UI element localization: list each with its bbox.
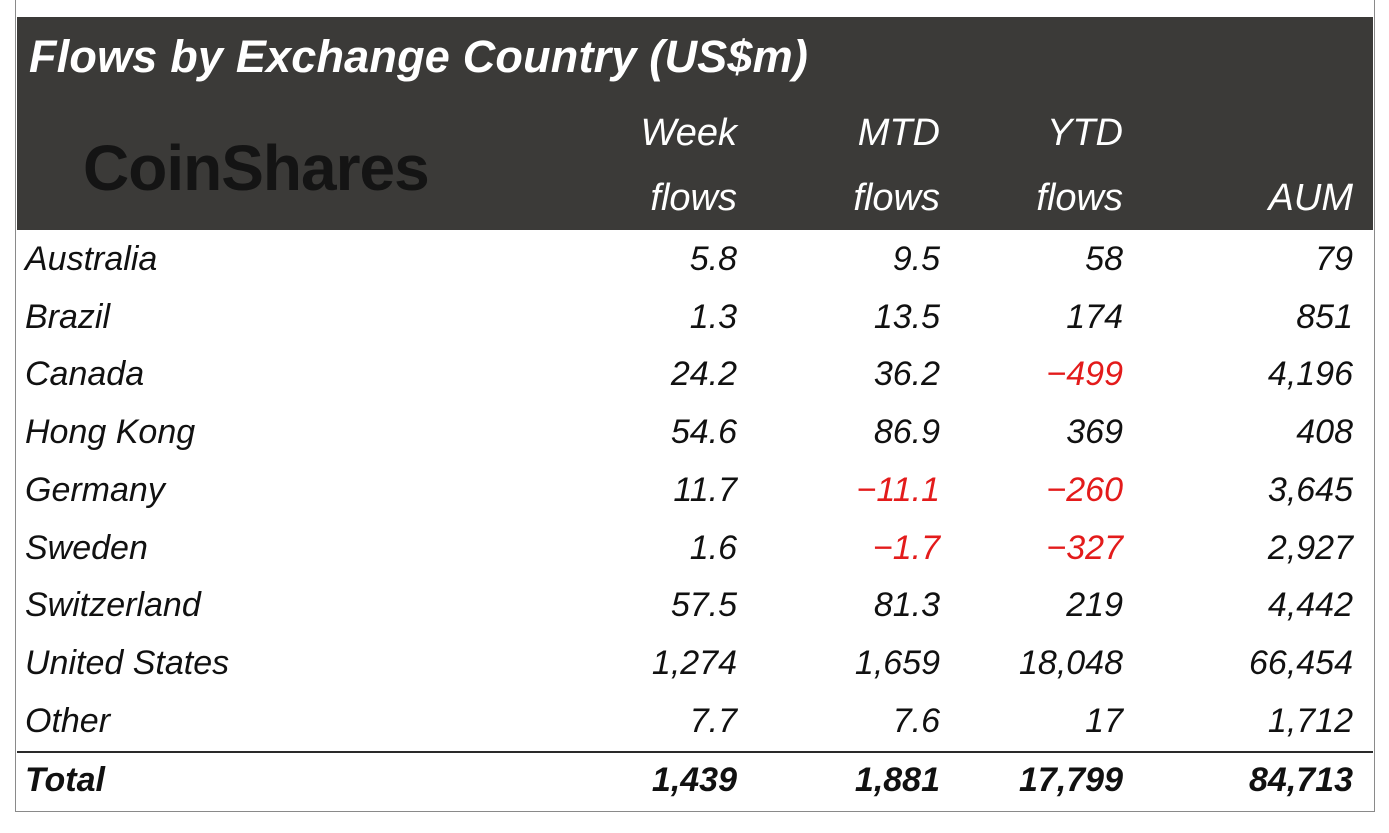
country-cell: Other [25, 701, 111, 740]
week-flows-cell: 1,439 [651, 761, 737, 799]
country-cell: Germany [25, 470, 165, 509]
mtd-flows-cell: −1.7 [872, 528, 940, 567]
aum-cell: 84,713 [1249, 761, 1353, 799]
header-mtd-line1: MTD [857, 112, 940, 154]
table-header: Flows by Exchange Country (US$m) CoinSha… [17, 17, 1373, 230]
country-cell: Switzerland [25, 586, 201, 625]
aum-cell: 2,927 [1267, 528, 1353, 567]
ytd-flows-cell: 219 [1066, 586, 1123, 625]
total-label: Total [25, 761, 105, 799]
mtd-flows-cell: 7.6 [892, 701, 940, 740]
week-flows-cell: 57.5 [670, 586, 737, 625]
aum-cell: 4,196 [1267, 355, 1353, 394]
header-ytd-line2: flows [1036, 177, 1123, 219]
mtd-flows-cell: −11.1 [856, 470, 940, 509]
ytd-flows-cell: −327 [1046, 528, 1123, 567]
table-row: Australia 5.8 9.5 58 79 [17, 232, 1373, 290]
week-flows-cell: 5.8 [689, 240, 737, 278]
table-row: Other 7.7 7.6 17 1,712 [17, 694, 1373, 752]
ytd-flows-cell: 58 [1085, 240, 1123, 278]
aum-cell: 1,712 [1267, 701, 1353, 740]
header-week-line1: Week [640, 112, 737, 154]
table-row: Hong Kong 54.6 86.9 369 408 [17, 405, 1373, 463]
aum-cell: 66,454 [1249, 643, 1353, 682]
ytd-flows-cell: −499 [1046, 355, 1123, 394]
header-ytd-line1: YTD [1047, 112, 1123, 154]
ytd-flows-cell: 17 [1085, 701, 1123, 740]
mtd-flows-cell: 9.5 [892, 240, 940, 278]
header-week-line2: flows [650, 177, 737, 219]
week-flows-cell: 1.6 [689, 528, 737, 567]
week-flows-cell: 11.7 [673, 470, 737, 509]
ytd-flows-cell: 174 [1066, 297, 1123, 336]
week-flows-cell: 1,274 [651, 643, 737, 682]
aum-cell: 851 [1296, 297, 1353, 336]
aum-cell: 408 [1296, 413, 1353, 452]
ytd-flows-cell: −260 [1046, 470, 1123, 509]
week-flows-cell: 24.2 [670, 355, 737, 394]
coinshares-logo: CoinShares [83, 132, 430, 204]
aum-cell: 79 [1315, 240, 1353, 278]
header-aum: AUM [1268, 177, 1353, 219]
country-cell: Brazil [25, 297, 111, 336]
week-flows-cell: 1.3 [689, 297, 737, 336]
table-row: Sweden 1.6 −1.7 −327 2,927 [17, 521, 1373, 579]
country-cell: United States [25, 643, 230, 682]
aum-cell: 4,442 [1267, 586, 1353, 625]
mtd-flows-cell: 86.9 [873, 413, 940, 452]
table-row: United States 1,274 1,659 18,048 66,454 [17, 636, 1373, 694]
ytd-flows-cell: 18,048 [1019, 643, 1123, 682]
week-flows-cell: 7.7 [689, 701, 737, 740]
country-cell: Canada [25, 355, 145, 394]
mtd-flows-cell: 13.5 [873, 297, 940, 336]
mtd-flows-cell: 36.2 [873, 355, 940, 394]
ytd-flows-cell: 369 [1066, 413, 1123, 452]
header-mtd-line2: flows [853, 177, 940, 219]
country-cell: Sweden [25, 528, 148, 567]
country-cell: Hong Kong [25, 413, 196, 452]
week-flows-cell: 54.6 [670, 413, 737, 452]
table-row: Brazil 1.3 13.5 174 851 [17, 290, 1373, 348]
table-row: Canada 24.2 36.2 −499 4,196 [17, 347, 1373, 405]
mtd-flows-cell: 1,881 [854, 761, 940, 799]
table-frame [15, 0, 1375, 812]
country-cell: Australia [25, 240, 158, 278]
mtd-flows-cell: 1,659 [854, 643, 940, 682]
table-row: Switzerland 57.5 81.3 219 4,442 [17, 578, 1373, 636]
mtd-flows-cell: 81.3 [873, 586, 940, 625]
total-row: Total 1,439 1,881 17,799 84,713 [17, 753, 1373, 811]
total-divider [17, 751, 1373, 753]
aum-cell: 3,645 [1267, 470, 1353, 509]
ytd-flows-cell: 17,799 [1019, 761, 1123, 799]
table-row: Germany 11.7 −11.1 −260 3,645 [17, 463, 1373, 521]
table-title: Flows by Exchange Country (US$m) [29, 31, 809, 82]
